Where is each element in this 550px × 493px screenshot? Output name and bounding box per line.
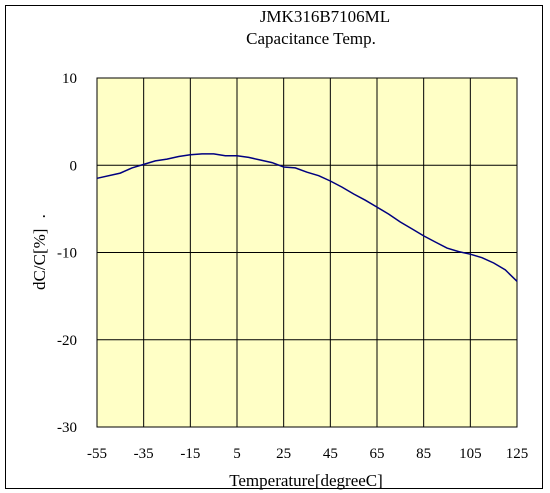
x-tick-label: 65 [370, 446, 385, 462]
y-tick-label: -10 [57, 246, 77, 262]
x-tick-label: -15 [180, 446, 200, 462]
svg-text:dC/C[%] .: dC/C[%] . [30, 214, 49, 290]
x-axis-ticks: -55 -35 -15 5 25 45 65 85 105 125 [87, 446, 528, 462]
y-axis-ticks: 10 0 -10 -20 -30 [57, 71, 77, 436]
x-tick-label: 125 [506, 446, 529, 462]
x-tick-label: 25 [276, 446, 291, 462]
x-tick-label: 45 [323, 446, 338, 462]
series-line [96, 153, 518, 282]
x-axis-label: Temperature[degreeC] [229, 471, 383, 490]
x-tick-label: -35 [134, 446, 154, 462]
chart-subtitle: Capacitance Temp. [246, 29, 376, 48]
chart-title: JMK316B7106ML [260, 7, 390, 26]
x-tick-label: -55 [87, 446, 107, 462]
x-tick-label: 105 [459, 446, 482, 462]
y-tick-label: -30 [57, 420, 77, 436]
y-axis-label-group: dC/C[%] . [30, 214, 49, 290]
y-axis-label: dC/C[%] [30, 229, 49, 290]
y-tick-label: 0 [70, 158, 78, 174]
grid-lines [97, 78, 517, 427]
y-tick-label: 10 [62, 71, 77, 87]
x-tick-label: 85 [416, 446, 431, 462]
plot-area [96, 77, 518, 428]
y-axis-label-suffix: . [30, 214, 49, 218]
x-tick-label: 5 [233, 446, 241, 462]
y-tick-label: -20 [57, 333, 77, 349]
